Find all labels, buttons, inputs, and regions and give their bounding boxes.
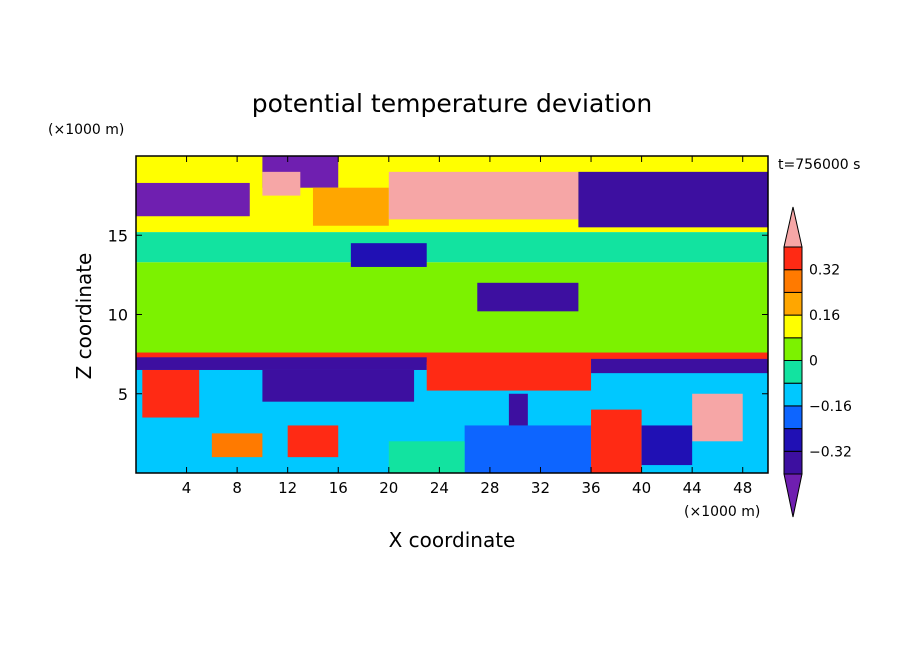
x-tick-label: 20 <box>379 479 398 497</box>
x-tick-label: 32 <box>531 479 550 497</box>
x-tick-label: 48 <box>733 479 752 497</box>
colorbar: −0.32 −0.16 0 0.16 0.32 <box>783 206 852 518</box>
contour-region <box>692 393 743 442</box>
colorbar-box <box>783 246 803 271</box>
chart-title: potential temperature deviation <box>252 89 652 118</box>
y-tick-label: 10 <box>108 306 128 325</box>
contour-region <box>426 362 592 391</box>
colorbar-upper-cap <box>783 206 803 248</box>
colorbar-box <box>783 382 803 407</box>
contour-region <box>508 393 528 426</box>
y-unit-label: (×1000 m) <box>48 122 124 138</box>
contour-region <box>136 357 427 370</box>
x-tick-label: 12 <box>278 479 297 497</box>
colorbar-lower-cap <box>783 473 803 518</box>
colorbar-box <box>783 360 803 384</box>
x-tick-label: 44 <box>683 479 702 497</box>
x-tick-label: 8 <box>232 479 242 497</box>
y-axis-ticks: 5 10 15 <box>108 226 768 404</box>
contour-region <box>262 171 301 196</box>
time-label: t=756000 s <box>778 157 860 173</box>
x-tick-label: 36 <box>581 479 600 497</box>
contour-region <box>287 425 339 458</box>
contour-plot-area <box>136 156 768 473</box>
y-axis-label: Z coordinate <box>72 253 96 380</box>
colorbar-tick-label: 0 <box>809 354 818 370</box>
colorbar-box <box>783 337 803 361</box>
x-tick-label: 40 <box>632 479 651 497</box>
y-tick-label: 15 <box>108 226 128 245</box>
contour-region <box>477 282 579 312</box>
x-unit-label: (×1000 m) <box>684 504 760 520</box>
y-tick-label: 5 <box>118 385 128 404</box>
x-axis-label: X coordinate <box>389 528 516 552</box>
colorbar-tick-label: −0.32 <box>809 444 852 460</box>
colorbar-box <box>783 269 803 293</box>
contour-region <box>578 171 768 228</box>
contour-region <box>591 358 768 374</box>
contour-region <box>312 187 389 226</box>
colorbar-box <box>783 314 803 339</box>
contour-region <box>388 171 579 220</box>
plot-frame <box>135 155 769 474</box>
contour-region <box>464 425 592 473</box>
contour-region <box>136 262 768 355</box>
colorbar-box <box>783 405 803 430</box>
x-tick-label: 4 <box>182 479 192 497</box>
colorbar-tick-label: −0.16 <box>809 399 852 415</box>
x-tick-label: 28 <box>480 479 499 497</box>
x-tick-label: 24 <box>430 479 449 497</box>
x-tick-label: 16 <box>329 479 348 497</box>
contour-region <box>262 369 415 402</box>
contour-region <box>591 409 642 473</box>
contour-region <box>388 441 465 473</box>
colorbar-box <box>783 428 803 452</box>
colorbar-tick-label: 0.16 <box>809 308 840 324</box>
contour-region <box>136 232 768 263</box>
colorbar-box <box>783 450 803 475</box>
contour-region <box>136 182 250 217</box>
contour-region <box>211 433 263 458</box>
contour-region <box>350 243 427 267</box>
contour-region <box>641 425 693 466</box>
colorbar-tick-label: 0.32 <box>809 263 840 279</box>
x-axis-ticks: 4 8 12 16 20 24 28 32 36 40 44 48 <box>182 156 752 497</box>
contour-region <box>142 369 200 418</box>
colorbar-box <box>783 291 803 316</box>
